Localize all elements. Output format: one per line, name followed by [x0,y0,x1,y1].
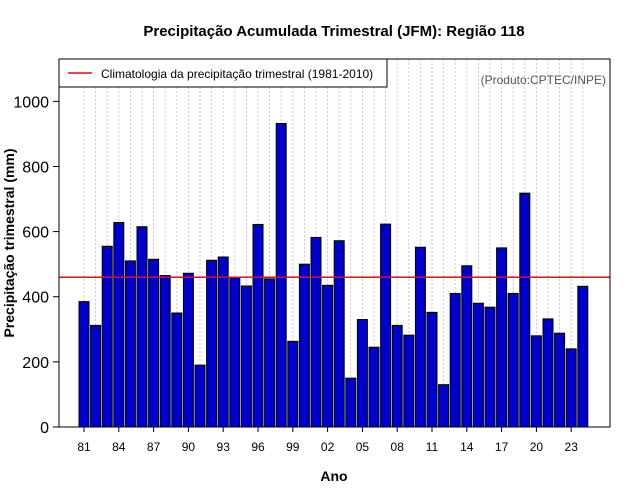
y-tick-label: 400 [22,290,49,307]
bar-91 [194,364,206,428]
bar-04 [345,377,357,428]
bar-86 [136,226,148,428]
x-axis-label: Ano [320,468,347,484]
bar-05 [356,319,368,428]
bar-96 [252,223,264,428]
bar-00 [298,263,310,428]
bar-99 [287,340,299,428]
bar-93 [217,256,229,428]
bar-89 [171,312,183,428]
x-tick-label: 81 [77,440,91,454]
bar-08 [391,324,403,428]
y-tick-label: 200 [22,355,49,372]
bars [78,122,589,428]
x-tick-label: 08 [391,440,405,454]
legend: Climatologia da precipitação trimestral … [58,58,388,88]
bar-85 [124,260,136,428]
x-tick-label: 02 [321,440,335,454]
bar-16 [484,306,496,428]
bar-83 [101,245,113,428]
bar-82 [90,324,102,428]
y-tick-label: 1000 [13,94,49,111]
bar-24 [577,285,589,428]
x-tick-label: 11 [426,440,439,454]
legend-box [58,58,388,88]
bar-19 [519,192,531,428]
bar-21 [542,318,554,428]
x-axis: 81 84 87 90 93 96 99 02 05 08 11 14 17 20 23 [77,427,578,454]
bar-15 [472,302,484,428]
bar-17 [496,247,508,428]
bar-92 [206,259,218,428]
bar-09 [403,334,415,428]
bar-06 [368,346,380,428]
bar-98 [275,122,287,428]
x-tick-label: 99 [286,440,300,454]
x-tick-label: 23 [565,440,579,454]
bar-20 [530,335,542,428]
x-tick-label: 93 [217,440,231,454]
bar-01 [310,236,322,428]
bar-22 [554,332,566,428]
bar-81 [78,301,90,428]
x-tick-label: 96 [251,440,265,454]
x-tick-label: 20 [530,440,544,454]
credit-text: (Produto:CPTEC/INPE) [481,73,606,87]
bar-84 [113,221,125,428]
x-tick-label: 05 [356,440,370,454]
legend-label: Climatologia da precipitação trimestral … [101,67,373,81]
chart-title: Precipitação Acumulada Trimestral (JFM):… [143,23,524,40]
bar-14 [461,265,473,428]
x-tick-label: 17 [495,440,509,454]
bar-13 [449,292,461,428]
x-tick-label: 84 [112,440,126,454]
bar-87 [148,258,160,428]
bar-95 [240,285,252,428]
bar-12 [438,384,450,428]
bar-03 [333,240,345,428]
bar-07 [380,223,392,428]
bar-90 [182,272,194,428]
bar-97 [264,278,276,428]
y-tick-label: 0 [40,420,49,437]
bar-10 [414,246,426,428]
x-tick-label: 90 [182,440,196,454]
bar-02 [322,284,334,428]
y-axis: 0 200 400 600 800 1000 [13,94,59,437]
x-tick-label: 14 [460,440,474,454]
y-tick-label: 800 [22,159,49,176]
bar-18 [507,292,519,428]
bar-94 [229,276,241,428]
y-axis-label: Precipitação trimestral (mm) [1,148,17,337]
bar-11 [426,311,438,428]
y-tick-label: 600 [22,225,49,242]
bar-23 [565,348,577,428]
x-tick-label: 87 [147,440,161,454]
bar-88 [159,275,171,428]
